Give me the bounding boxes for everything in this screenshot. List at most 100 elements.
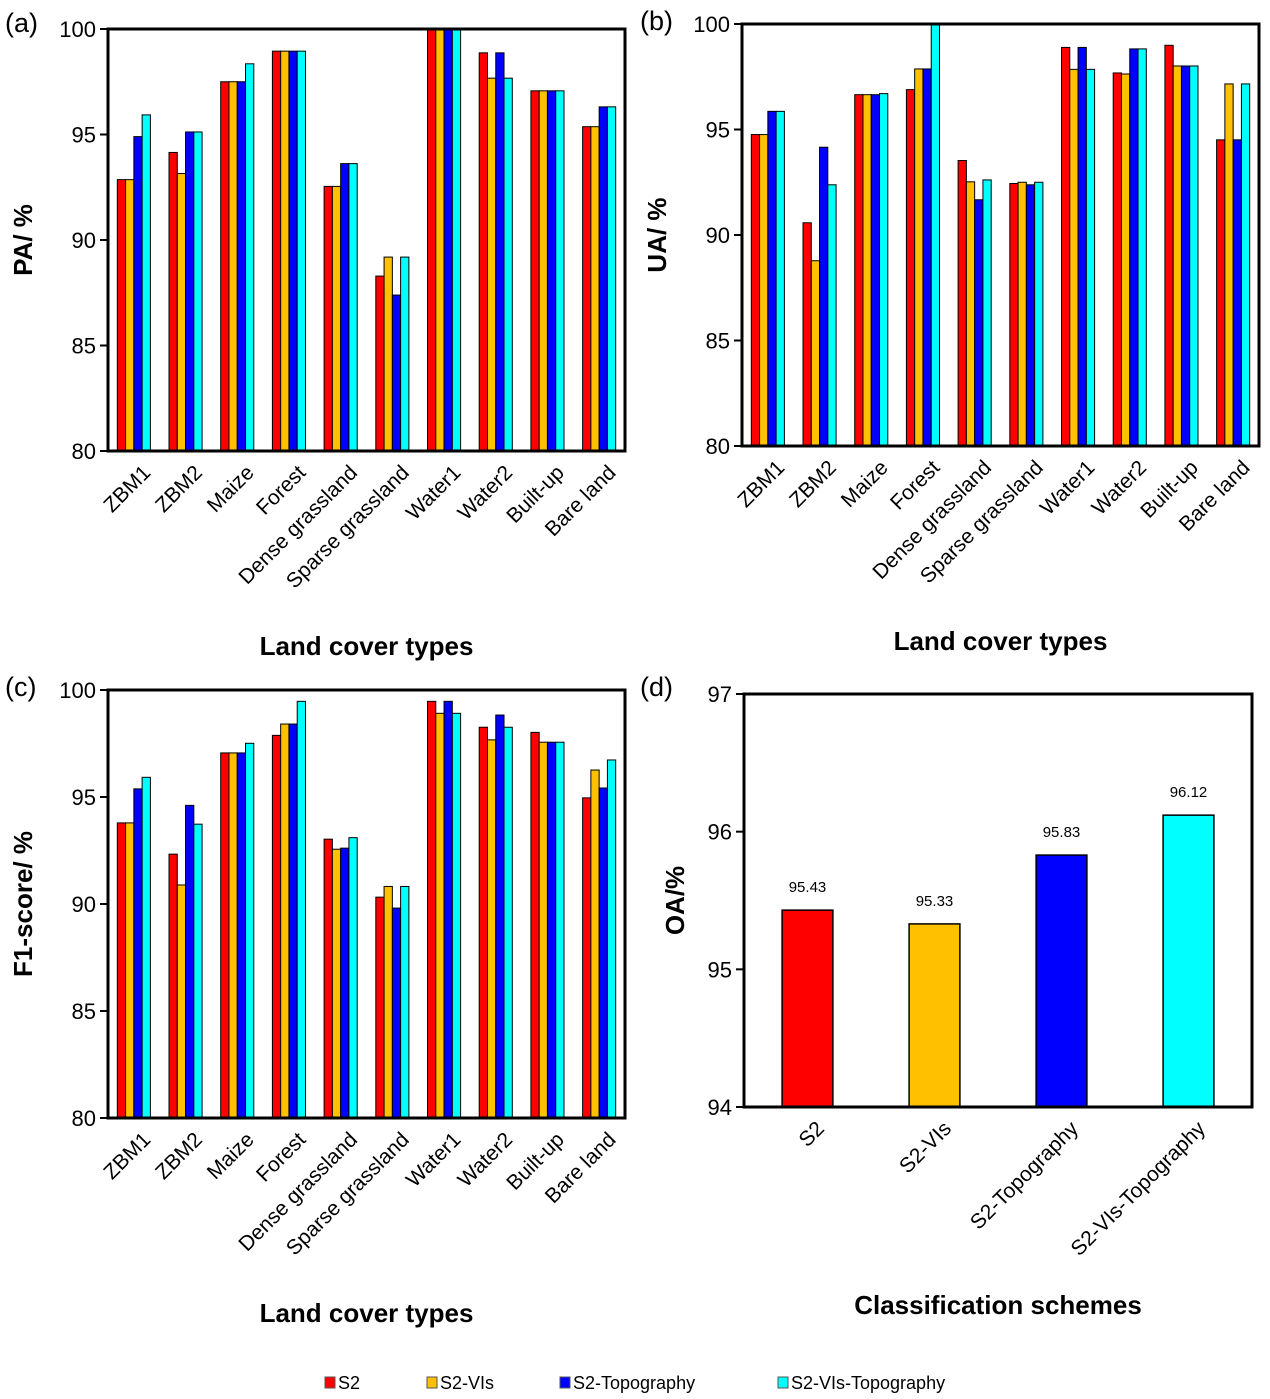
bar-s2-vis-topography-water2 <box>1137 48 1147 447</box>
bar-s2-topography-zbm1 <box>133 788 143 1119</box>
bar-s2-built-up <box>530 90 540 452</box>
bar-s2-dense-grassland <box>323 838 333 1119</box>
bar-s2-topography-forest <box>288 50 298 452</box>
bar-s2-forest <box>271 734 282 1119</box>
x-category-label: S2-VIs <box>895 1117 956 1178</box>
y-tick-label: 95 <box>706 118 730 143</box>
x-category-label: Maize <box>203 461 259 517</box>
bar-s2-topography-zbm2 <box>185 131 195 452</box>
bar-s2-bare-land <box>582 797 592 1119</box>
y-tick-label: 95 <box>72 123 96 148</box>
bar-s2-vis-topography-water1 <box>451 712 462 1119</box>
bar-s2-topography-built-up <box>546 90 557 452</box>
x-category-label: ZBM2 <box>151 461 207 517</box>
y-tick-label: 85 <box>72 334 96 359</box>
bar-s2-topography-water2 <box>495 52 505 452</box>
legend-item-s2-topography: S2-Topography <box>559 1373 695 1393</box>
bar-s2-topography-zbm1 <box>767 110 777 447</box>
bar-s2-vis-zbm1 <box>125 179 135 452</box>
bar-s2-water2 <box>1112 72 1122 447</box>
bar-s2-vis-forest <box>280 723 290 1119</box>
bar-s2-vis-built-up <box>1172 65 1182 447</box>
panel-label: (a) <box>5 8 38 38</box>
bar-s2-vis-topography-zbm2 <box>193 823 203 1119</box>
bar-s2-topography-dense-grassland <box>340 847 350 1119</box>
bar-s2-sparse-grassland <box>375 896 385 1119</box>
bar-s2-built-up <box>1164 44 1174 447</box>
panel-label: (d) <box>640 672 673 702</box>
bar-s2-vis-topography-built-up <box>1189 65 1199 447</box>
panel-label: (c) <box>5 672 36 702</box>
bar-s2-topography-water1 <box>443 700 453 1119</box>
bar-s2-vis-topography-zbm1 <box>141 114 151 452</box>
legend: S2 S2-VIs S2-Topography S2-VIs-Topography <box>324 1373 945 1393</box>
bar-s2-vis-topography-zbm1 <box>141 776 151 1119</box>
bar-s2-bare-land <box>1216 139 1226 447</box>
x-category-label: Water1 <box>402 461 466 525</box>
bar-s2-bare-land <box>582 126 592 452</box>
bar-s2-vis-topography-dense-grassland <box>348 163 358 452</box>
y-tick-label: 100 <box>59 678 96 703</box>
bar-s2-vis-topography-built-up <box>555 741 565 1119</box>
bar-s2-vis-topography-maize <box>879 93 889 447</box>
bar-s2-topography-dense-grassland <box>974 199 984 447</box>
bar-s2-topography <box>1035 854 1088 1108</box>
bar-s2-vis-topography-dense-grassland <box>348 837 358 1119</box>
bar-s2-water1 <box>427 28 437 452</box>
bar-s2-vis-zbm2 <box>810 260 821 447</box>
bar-s2-vis <box>908 923 961 1108</box>
bar-s2-vis-bare-land <box>1224 83 1234 447</box>
x-axis-title: Land cover types <box>260 1298 474 1328</box>
data-label: 95.43 <box>789 879 827 896</box>
x-axis-title: Classification schemes <box>854 1290 1142 1320</box>
y-axis-title: F1-score/ % <box>8 831 38 977</box>
bar-s2-vis-dense-grassland <box>965 181 976 447</box>
legend-label: S2-VIs <box>440 1373 494 1393</box>
bar-s2-vis-topography-water1 <box>1085 68 1096 447</box>
bar-s2-vis-zbm2 <box>176 173 187 452</box>
y-tick-label: 80 <box>72 1106 96 1131</box>
bar-s2-dense-grassland <box>957 160 967 447</box>
bar-s2-topography-maize <box>236 81 247 452</box>
y-axis-title: PA/ % <box>8 204 38 276</box>
panel-label: (b) <box>640 6 673 36</box>
y-tick-label: 90 <box>72 892 96 917</box>
legend-label: S2-Topography <box>573 1373 695 1393</box>
x-category-label: ZBM2 <box>151 1128 207 1184</box>
bar-s2-vis-topography <box>1162 814 1215 1108</box>
bar-s2 <box>781 909 834 1108</box>
bar-s2-vis-zbm1 <box>125 822 135 1119</box>
bar-s2-forest <box>905 89 916 447</box>
bar-s2-vis-topography-sparse-grassland <box>1034 181 1044 447</box>
legend-label: S2 <box>338 1373 360 1393</box>
chart-panel-d: 95.43 95.33 95.83 96.12 94 95 96 97 S2 S2-VIs S2-T… <box>640 672 1254 1320</box>
legend-swatch <box>324 1376 336 1389</box>
y-tick-label: 90 <box>706 223 730 248</box>
bar-s2-vis-zbm2 <box>176 884 187 1119</box>
bar-s2-topography-water1 <box>1077 46 1087 447</box>
bar-s2-sparse-grassland <box>1009 183 1019 447</box>
bar-s2-topography-sparse-grassland <box>391 294 402 452</box>
bar-s2-topography-forest <box>288 723 298 1119</box>
bar-s2-vis-maize <box>228 752 238 1119</box>
x-category-label: Water1 <box>1036 456 1100 520</box>
bar-s2-water2 <box>478 726 488 1119</box>
bar-s2-vis-topography-bare-land <box>1240 83 1251 447</box>
x-axis-title: Land cover types <box>260 631 474 661</box>
bar-s2-topography-maize <box>870 94 881 447</box>
legend-swatch <box>777 1376 789 1389</box>
y-tick-label: 85 <box>706 329 730 354</box>
bar-s2-topography-zbm2 <box>185 804 195 1119</box>
bar-s2-vis-topography-maize <box>245 742 255 1119</box>
data-label: 96.12 <box>1170 784 1208 801</box>
bar-s2-vis-topography-water1 <box>451 28 462 452</box>
y-tick-label: 85 <box>72 999 96 1024</box>
bar-s2-maize <box>220 81 230 452</box>
bar-s2-topography-dense-grassland <box>340 163 350 452</box>
bar-s2-topography-sparse-grassland <box>391 907 402 1119</box>
bar-s2-topography-bare-land <box>598 106 608 452</box>
bar-s2-vis-water2 <box>1120 73 1131 447</box>
y-tick-label: 95 <box>708 957 732 982</box>
y-tick-label: 94 <box>708 1095 732 1120</box>
